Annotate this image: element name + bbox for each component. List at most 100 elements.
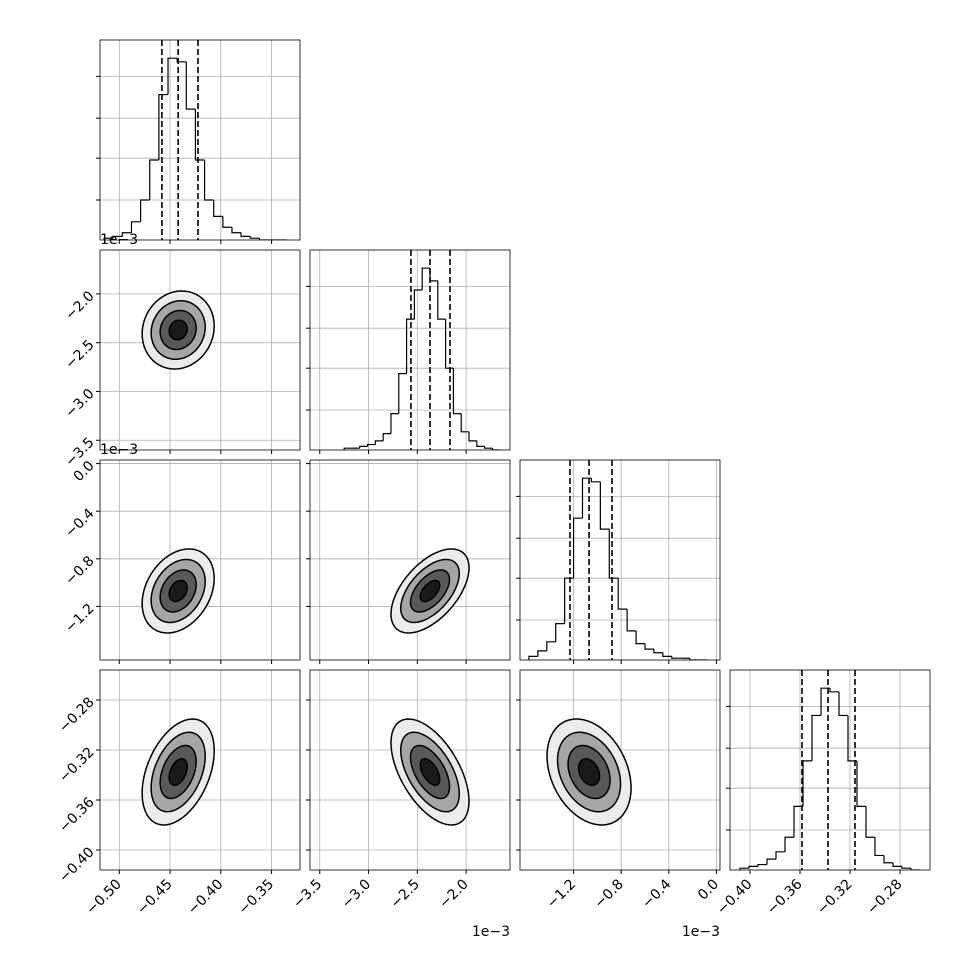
histogram-step (856, 760, 866, 807)
histogram-step (167, 57, 178, 95)
panel-frame (729, 669, 931, 871)
histogram-step (158, 93, 169, 160)
histogram-step (249, 236, 260, 239)
histogram-step (366, 443, 376, 447)
panel-frame (309, 249, 511, 451)
histogram-step (222, 216, 232, 228)
histogram-step (829, 688, 839, 693)
histogram-step (140, 199, 150, 222)
histogram-step (203, 160, 214, 201)
panel-frame (99, 459, 301, 661)
histogram-step (644, 643, 654, 650)
histogram-step (240, 232, 251, 237)
histogram-step (653, 649, 663, 654)
histogram-step (445, 319, 454, 369)
y-offset-label: 1e−3 (100, 442, 138, 458)
histogram-step (213, 200, 223, 217)
panel-frame (519, 459, 721, 661)
histogram-step (910, 868, 920, 870)
histogram-step (405, 318, 415, 374)
density (390, 548, 470, 634)
histogram-step (784, 836, 794, 852)
histogram-step (635, 630, 645, 645)
density (546, 718, 632, 826)
histogram-step (398, 373, 407, 414)
histogram-step (901, 866, 911, 869)
histogram-step (460, 413, 470, 433)
histogram-step (546, 641, 556, 651)
histogram-step (671, 656, 681, 659)
density (390, 718, 470, 826)
histogram-step (121, 232, 132, 237)
histogram-step (382, 433, 391, 441)
histogram-step (130, 221, 141, 233)
histogram-step (892, 862, 902, 867)
histogram-step (874, 837, 884, 857)
histogram-step (838, 691, 848, 717)
histogram-step (883, 855, 893, 864)
histogram-step (149, 159, 159, 200)
histogram-step (343, 447, 352, 450)
histogram-step (617, 578, 628, 610)
histogram-step (476, 440, 485, 447)
histogram (343, 250, 501, 450)
histogram-step (452, 368, 462, 415)
histogram-step (437, 280, 446, 320)
panel-frame (519, 669, 721, 871)
histogram-step (359, 445, 368, 449)
histogram-step (599, 481, 610, 530)
histogram-step (847, 715, 857, 762)
histogram-step (491, 448, 501, 450)
histogram-step (528, 655, 538, 660)
density (141, 718, 215, 826)
histogram-step (537, 650, 547, 657)
contour (419, 758, 441, 786)
histogram-step (775, 851, 785, 860)
histogram-step (413, 289, 423, 320)
histogram-step (766, 858, 776, 865)
histogram (528, 460, 708, 660)
histogram-step (739, 867, 749, 870)
histogram (739, 670, 920, 870)
panel-frame (99, 249, 301, 451)
histogram-step (185, 61, 196, 110)
histogram (103, 40, 287, 240)
histogram-step (820, 687, 830, 716)
histogram-step (468, 431, 477, 442)
histogram-step (231, 227, 242, 234)
histogram-step (811, 714, 821, 761)
histogram-step (555, 623, 565, 642)
y-offset-label: 1e−3 (100, 232, 138, 248)
contour (168, 319, 188, 341)
histogram-step (112, 235, 123, 239)
density (141, 548, 215, 634)
panel-frame (99, 669, 301, 871)
histogram-step (748, 865, 758, 869)
contour (168, 757, 188, 787)
histogram-step (626, 609, 637, 632)
histogram-step (421, 267, 430, 290)
histogram-step (194, 109, 205, 161)
contour (577, 758, 601, 786)
panel-frame (309, 459, 511, 661)
histogram-step (590, 478, 601, 483)
histogram-step (390, 413, 399, 434)
histogram-step (374, 440, 384, 445)
contour (168, 579, 188, 603)
histogram-step (757, 863, 767, 867)
histogram-step (176, 58, 187, 63)
contour (419, 579, 441, 603)
histogram-step (865, 806, 875, 838)
x-offset-label: 1e−3 (472, 924, 510, 940)
histogram-step (689, 658, 699, 660)
histogram-step (608, 529, 619, 579)
histogram-step (662, 652, 672, 657)
x-offset-label: 1e−3 (682, 924, 720, 940)
histogram-step (484, 446, 493, 449)
panel-frame (99, 39, 301, 241)
histogram-step (572, 517, 583, 579)
histogram-step (258, 238, 269, 240)
panel-frame (309, 669, 511, 871)
